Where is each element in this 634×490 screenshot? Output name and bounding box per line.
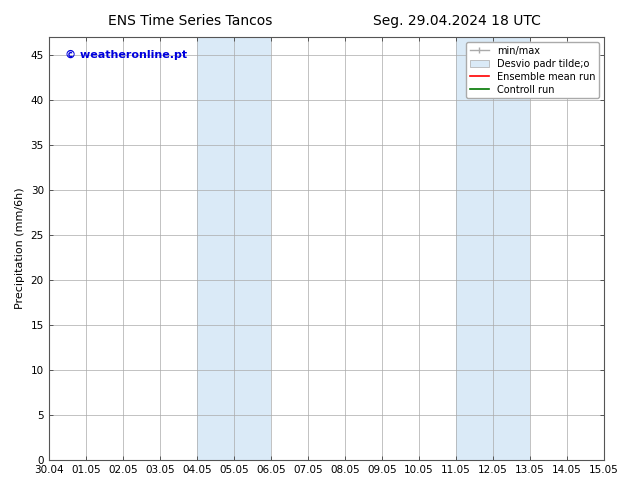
Bar [456,37,530,460]
Text: © weatheronline.pt: © weatheronline.pt [65,50,188,60]
Text: ENS Time Series Tancos: ENS Time Series Tancos [108,14,273,28]
Text: Seg. 29.04.2024 18 UTC: Seg. 29.04.2024 18 UTC [373,14,540,28]
Legend: min/max, Desvio padr tilde;o, Ensemble mean run, Controll run: min/max, Desvio padr tilde;o, Ensemble m… [466,42,599,98]
Y-axis label: Precipitation (mm/6h): Precipitation (mm/6h) [15,188,25,309]
Bar [197,37,271,460]
